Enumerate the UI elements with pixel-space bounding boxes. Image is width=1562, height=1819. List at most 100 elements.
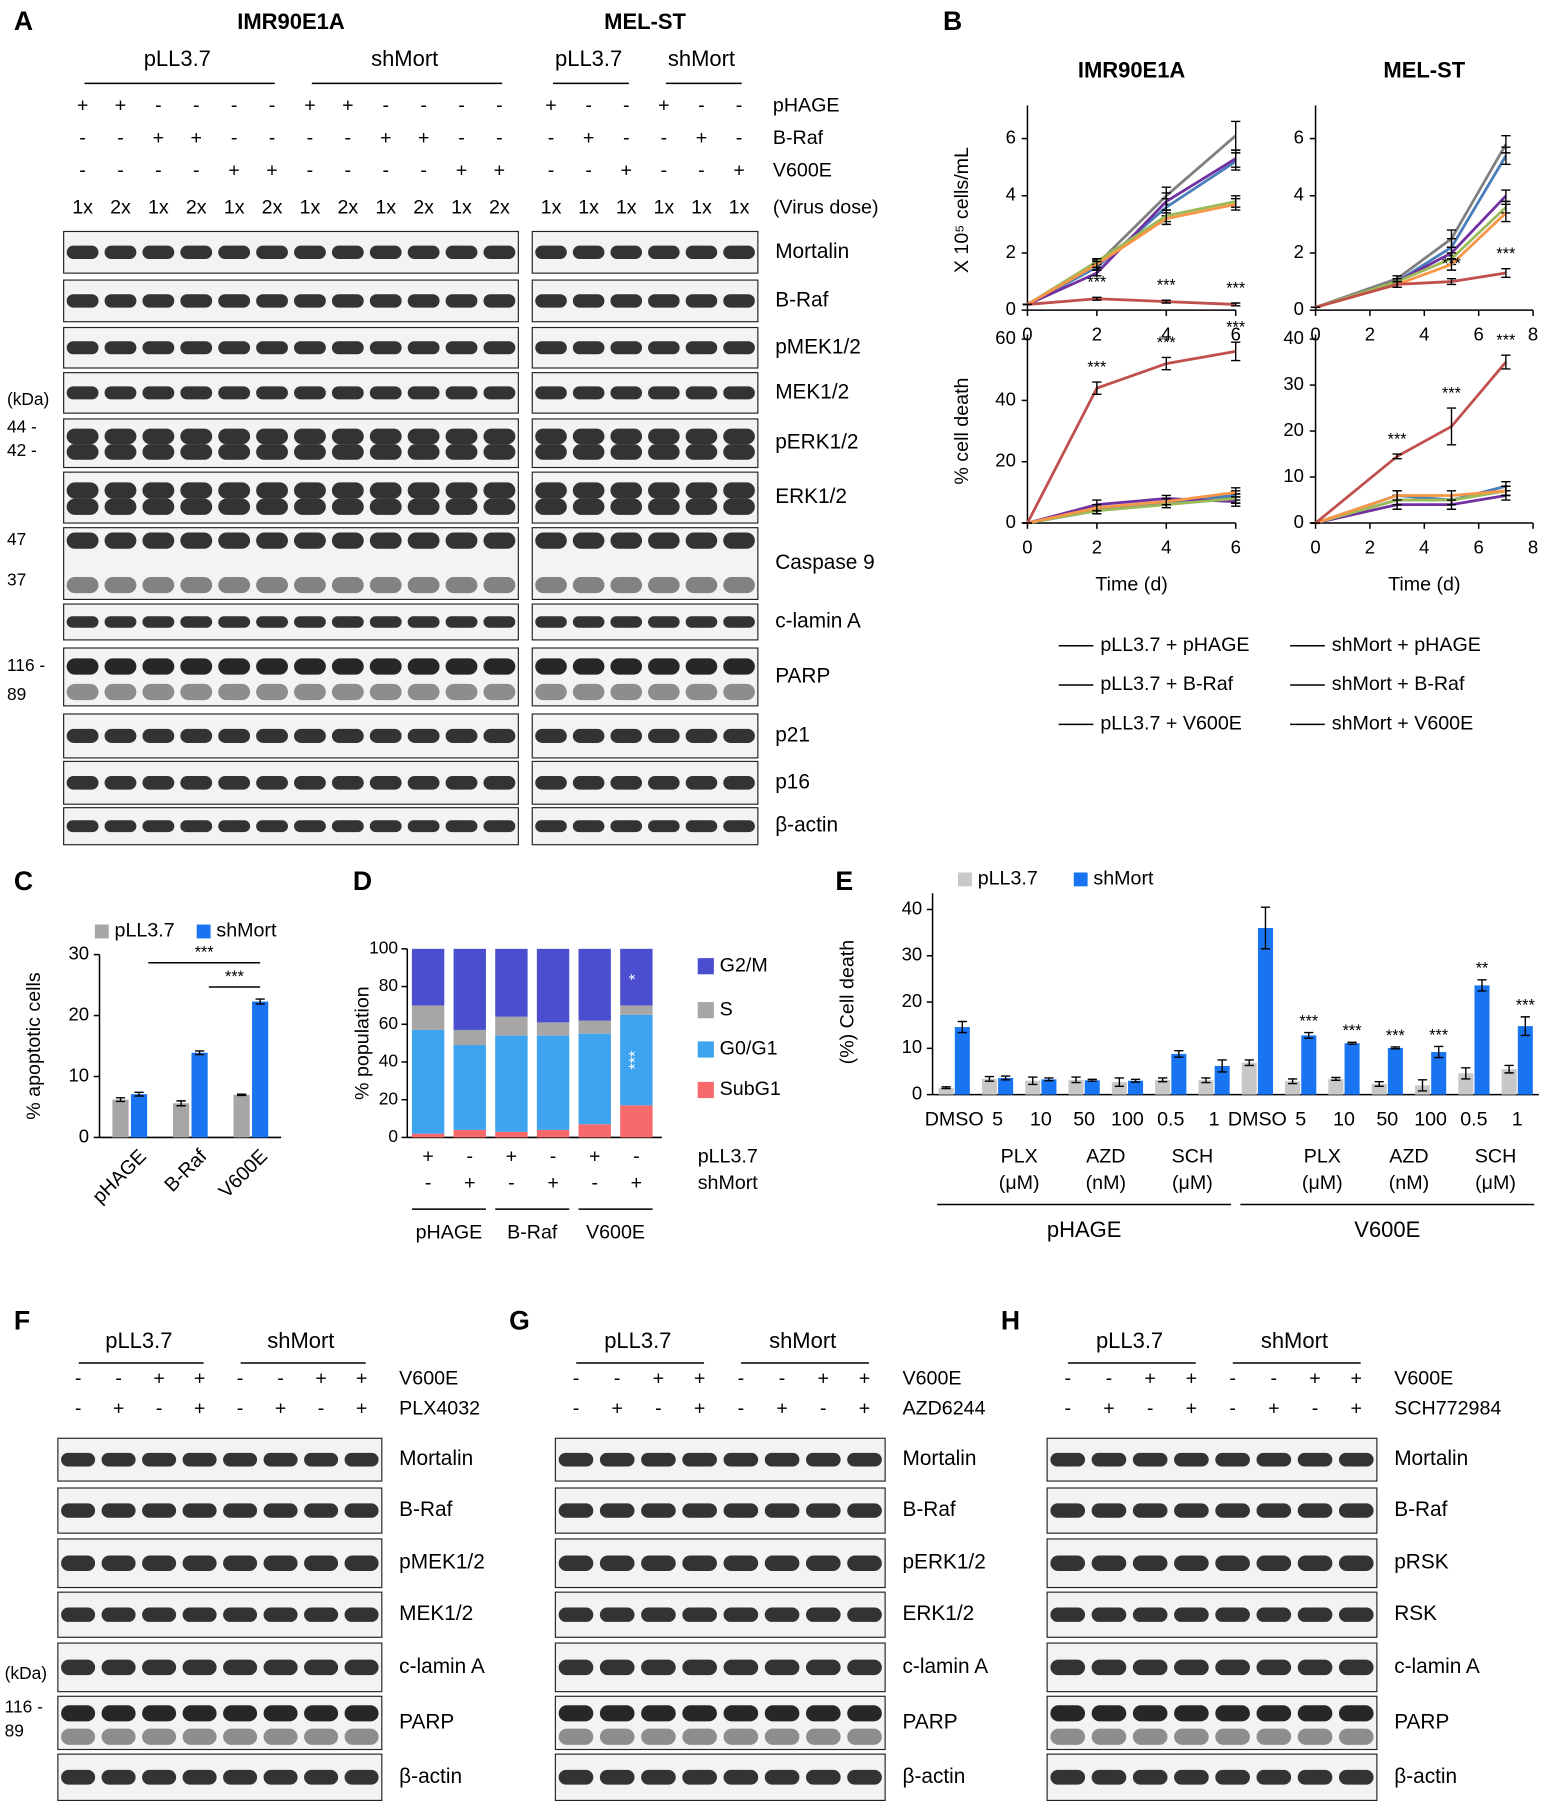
condition-sign: - xyxy=(779,1367,786,1389)
bar-segment xyxy=(453,1129,486,1138)
row-label: ERK1/2 xyxy=(775,485,847,508)
band xyxy=(223,1555,258,1572)
x-tick-label: 100 xyxy=(1414,1108,1447,1130)
legend-swatch xyxy=(697,1041,714,1058)
band xyxy=(572,444,605,460)
condition-sign: + xyxy=(1103,1398,1114,1420)
y-tick-label: 30 xyxy=(69,943,90,964)
band xyxy=(61,1555,96,1572)
significance: *** xyxy=(1386,1027,1406,1045)
band xyxy=(599,1728,635,1745)
band xyxy=(682,1705,717,1722)
band xyxy=(723,1659,759,1676)
condition-sign: - xyxy=(573,1367,580,1389)
band xyxy=(142,1503,177,1518)
band xyxy=(304,1452,339,1467)
band xyxy=(805,1705,841,1722)
condition-sign: - xyxy=(420,159,427,181)
band xyxy=(1174,1728,1209,1745)
band xyxy=(685,775,718,790)
band xyxy=(344,1728,379,1745)
row-label: β-actin xyxy=(1394,1765,1457,1788)
band xyxy=(104,728,137,743)
x-tick-label: 6 xyxy=(1474,324,1484,345)
band xyxy=(104,658,137,675)
error-bar xyxy=(1158,1077,1168,1083)
error-bar xyxy=(1114,1077,1124,1087)
condition-sign: - xyxy=(237,1367,244,1389)
y-tick-label: 20 xyxy=(379,1088,398,1108)
band xyxy=(610,428,643,445)
significance: *** xyxy=(1442,255,1462,273)
band xyxy=(805,1607,841,1622)
condition-sign: - xyxy=(1312,1398,1319,1420)
condition-sign: - xyxy=(155,95,162,117)
band xyxy=(1050,1452,1086,1467)
band xyxy=(1338,1705,1374,1722)
blot-frame xyxy=(63,713,519,759)
y-tick-label: 80 xyxy=(379,975,398,995)
band xyxy=(223,1769,258,1785)
condition-sign: - xyxy=(496,127,503,149)
band xyxy=(685,576,718,594)
band xyxy=(294,683,326,701)
band xyxy=(764,1769,800,1785)
band xyxy=(648,532,680,549)
error-bar xyxy=(1347,1041,1357,1045)
y-tick-label: 2 xyxy=(1294,241,1304,262)
legend-label: shMort xyxy=(1093,868,1154,890)
band xyxy=(344,1769,379,1785)
band xyxy=(682,1555,717,1572)
band xyxy=(682,1769,717,1785)
band xyxy=(1050,1607,1086,1622)
legend-label: pLL3.7 + pHAGE xyxy=(1100,634,1249,656)
error-bar xyxy=(1390,1046,1401,1050)
bar xyxy=(1301,1035,1317,1095)
row-label: B-Raf xyxy=(399,1498,452,1521)
blot-frame xyxy=(531,760,759,805)
subgroup-label: (μM) xyxy=(1172,1172,1213,1194)
blot-frame xyxy=(63,279,519,323)
band xyxy=(685,386,718,400)
band xyxy=(599,1607,635,1622)
condition-sign: - xyxy=(623,95,630,117)
band xyxy=(483,658,516,675)
band xyxy=(256,658,288,675)
series-line xyxy=(1026,349,1236,524)
band xyxy=(61,1607,96,1622)
group-label: shMort xyxy=(769,1328,836,1353)
band xyxy=(182,1607,217,1622)
error-bar xyxy=(957,1020,967,1034)
x-tick-label: DMSO xyxy=(1228,1108,1287,1130)
band xyxy=(104,444,137,460)
y-axis-label: (%) Cell death xyxy=(836,940,858,1065)
y-tick-label: 60 xyxy=(995,327,1016,348)
band xyxy=(256,820,288,833)
band xyxy=(1050,1659,1086,1676)
band xyxy=(685,444,718,460)
x-axis-label: Time (d) xyxy=(1388,574,1460,596)
band xyxy=(218,658,251,675)
group-label: pLL3.7 xyxy=(105,1328,172,1353)
legend-label: shMort xyxy=(216,920,277,942)
significance: *** xyxy=(1442,384,1462,402)
band xyxy=(142,1705,177,1722)
band xyxy=(180,498,213,515)
significance: *** xyxy=(1157,277,1177,295)
group-label: shMort xyxy=(668,46,735,71)
band xyxy=(263,1503,298,1518)
band xyxy=(294,294,326,308)
condition-sign: - xyxy=(156,1398,163,1420)
error-bar xyxy=(1504,1064,1514,1074)
band xyxy=(1256,1705,1292,1722)
blot-frame xyxy=(531,471,759,524)
condition-sign: + xyxy=(696,127,707,149)
band xyxy=(104,532,137,549)
band xyxy=(66,658,99,675)
condition-name: AZD6244 xyxy=(902,1398,985,1420)
legend-label: G0/G1 xyxy=(720,1038,778,1060)
condition-sign: + xyxy=(494,159,505,181)
band xyxy=(294,341,326,355)
legend-swatch xyxy=(196,924,211,939)
condition-sign: 2x xyxy=(413,197,434,219)
